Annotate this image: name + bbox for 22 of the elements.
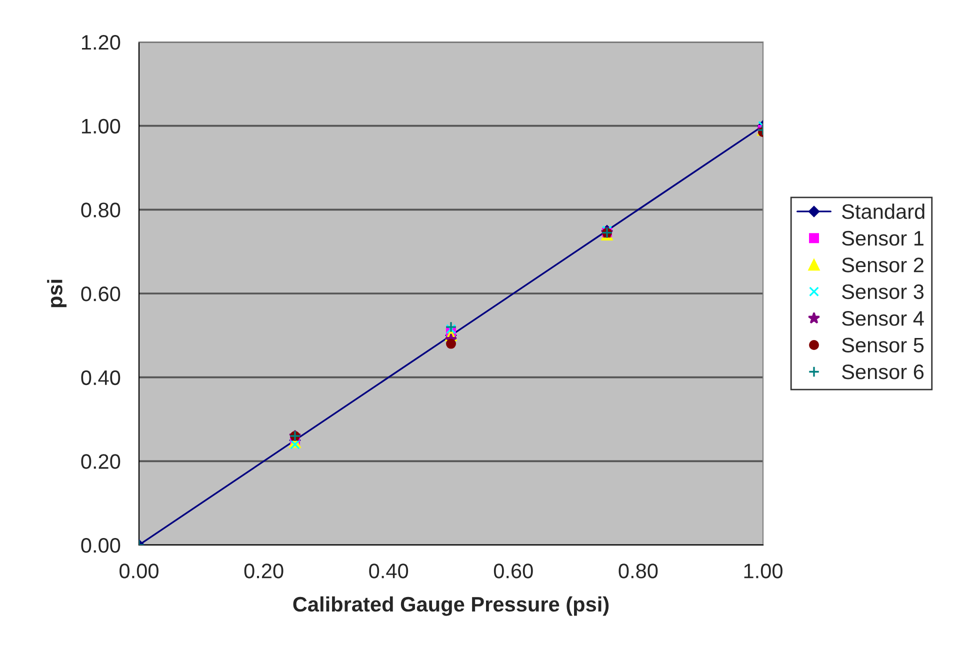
x-tick-label: 0.60 xyxy=(494,564,533,578)
legend-label: Sensor 1 xyxy=(842,230,924,246)
x-tick-label: 0.40 xyxy=(369,564,408,578)
y-tick-label: 0.60 xyxy=(81,286,120,302)
y-tick-label: 1.20 xyxy=(82,35,120,50)
y-tick-label: 0.20 xyxy=(81,454,120,469)
legend-label: Sensor 4 xyxy=(842,311,924,326)
x-tick-label: 0.80 xyxy=(618,564,658,578)
x-tick-label: 0.20 xyxy=(244,564,284,578)
x-tick-label: 1.00 xyxy=(744,564,782,578)
legend-label: Sensor 2 xyxy=(842,258,924,272)
legend-label: Sensor 5 xyxy=(842,338,924,353)
legend-label: Standard xyxy=(842,204,924,219)
y-tick-label: 0.00 xyxy=(81,538,120,553)
x-axis-title: Calibrated Gauge Pressure (psi) xyxy=(293,596,609,616)
y-tick-label: 0.80 xyxy=(81,202,120,218)
y-tick-label: 1.00 xyxy=(82,118,120,134)
y-tick-label: 0.40 xyxy=(81,370,120,386)
y-axis-title: psi xyxy=(47,280,67,308)
x-tick-label: 0.00 xyxy=(120,564,158,578)
legend-label: Sensor 6 xyxy=(842,364,924,380)
legend-label: Sensor 3 xyxy=(842,284,924,300)
